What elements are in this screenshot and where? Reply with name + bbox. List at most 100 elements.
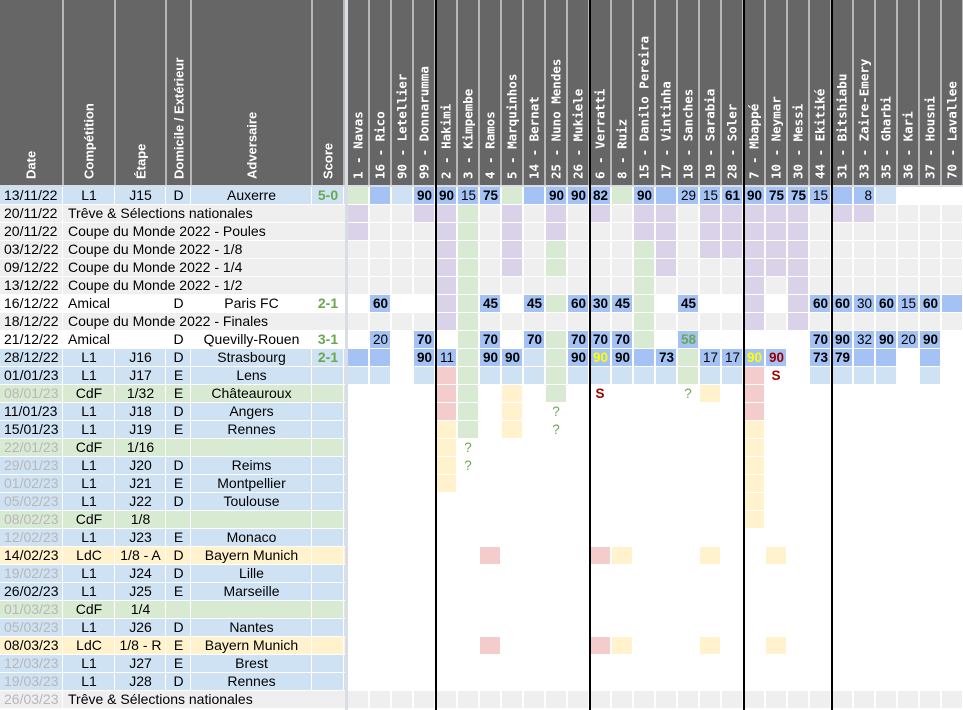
player-cell[interactable]: 79 <box>832 349 853 366</box>
player-cell[interactable] <box>678 403 699 420</box>
player-cell[interactable] <box>656 565 677 582</box>
player-cell[interactable] <box>634 295 655 312</box>
player-cell[interactable] <box>370 583 391 600</box>
player-cell[interactable] <box>920 583 941 600</box>
player-cell[interactable] <box>370 421 391 438</box>
player-cell[interactable] <box>546 619 567 636</box>
player-cell[interactable] <box>832 277 853 294</box>
player-cell[interactable] <box>876 673 897 690</box>
player-cell[interactable] <box>612 241 633 258</box>
player-cell[interactable]: 45 <box>524 295 545 312</box>
player-cell[interactable] <box>480 241 501 258</box>
player-cell[interactable] <box>788 529 809 546</box>
player-cell[interactable]: 70 <box>810 331 831 348</box>
player-cell[interactable] <box>348 313 369 330</box>
player-cell[interactable] <box>788 349 809 366</box>
player-cell[interactable] <box>656 655 677 672</box>
player-cell[interactable] <box>898 691 919 708</box>
player-cell[interactable]: ? <box>546 403 567 420</box>
player-cell[interactable] <box>458 313 479 330</box>
player-cell[interactable]: 60 <box>370 295 391 312</box>
player-cell[interactable] <box>722 565 743 582</box>
player-cell[interactable] <box>942 619 963 636</box>
column-header-player[interactable]: 30 - Messi <box>788 0 810 185</box>
player-cell[interactable] <box>612 475 633 492</box>
player-cell[interactable] <box>700 457 721 474</box>
player-cell[interactable] <box>744 331 765 348</box>
break-row[interactable]: 20/11/22 Trêve & Sélections nationales <box>0 205 963 223</box>
player-cell[interactable] <box>876 277 897 294</box>
player-cell[interactable] <box>744 241 765 258</box>
column-header-player[interactable]: 15 - Danilo Pereira <box>634 0 656 185</box>
player-cell[interactable] <box>634 583 655 600</box>
player-cell[interactable] <box>370 223 391 240</box>
player-cell[interactable] <box>854 655 875 672</box>
player-cell[interactable] <box>656 673 677 690</box>
player-cell[interactable] <box>700 565 721 582</box>
player-cell[interactable] <box>744 313 765 330</box>
player-cell[interactable] <box>414 601 435 618</box>
player-cell[interactable] <box>854 619 875 636</box>
player-cell[interactable] <box>700 277 721 294</box>
player-cell[interactable] <box>546 223 567 240</box>
player-cell[interactable] <box>656 403 677 420</box>
player-cell[interactable] <box>568 601 589 618</box>
player-cell[interactable] <box>524 349 545 366</box>
player-cell[interactable] <box>414 403 435 420</box>
player-cell[interactable] <box>392 547 413 564</box>
player-cell[interactable] <box>634 331 655 348</box>
player-cell[interactable] <box>392 331 413 348</box>
player-cell[interactable]: ? <box>458 439 479 456</box>
player-cell[interactable] <box>436 367 457 384</box>
player-cell[interactable] <box>502 241 523 258</box>
player-cell[interactable] <box>766 259 787 276</box>
player-cell[interactable] <box>898 241 919 258</box>
player-cell[interactable] <box>678 673 699 690</box>
player-cell[interactable] <box>414 691 435 708</box>
player-cell[interactable] <box>942 385 963 402</box>
player-cell[interactable] <box>590 205 611 222</box>
match-row[interactable]: 01/02/23 L1 J21 E Montpellier <box>0 475 963 493</box>
player-cell[interactable] <box>634 367 655 384</box>
player-cell[interactable] <box>392 637 413 654</box>
player-cell[interactable] <box>788 403 809 420</box>
player-cell[interactable] <box>458 601 479 618</box>
player-cell[interactable] <box>722 655 743 672</box>
player-cell[interactable] <box>480 493 501 510</box>
player-cell[interactable] <box>722 493 743 510</box>
player-cell[interactable] <box>612 205 633 222</box>
player-cell[interactable]: 20 <box>370 331 391 348</box>
player-cell[interactable] <box>392 385 413 402</box>
player-cell[interactable] <box>722 511 743 528</box>
match-row[interactable]: 19/03/23 L1 J28 D Rennes <box>0 673 963 691</box>
player-cell[interactable] <box>898 493 919 510</box>
player-cell[interactable] <box>876 475 897 492</box>
player-cell[interactable] <box>656 259 677 276</box>
player-cell[interactable] <box>766 601 787 618</box>
column-header-player[interactable]: 17 - Vintinha <box>656 0 678 185</box>
player-cell[interactable] <box>832 223 853 240</box>
player-cell[interactable] <box>876 565 897 582</box>
player-cell[interactable] <box>634 421 655 438</box>
player-cell[interactable] <box>744 367 765 384</box>
player-cell[interactable] <box>656 385 677 402</box>
player-cell[interactable] <box>832 403 853 420</box>
player-cell[interactable] <box>920 655 941 672</box>
player-cell[interactable] <box>370 475 391 492</box>
player-cell[interactable] <box>766 241 787 258</box>
player-cell[interactable] <box>546 277 567 294</box>
player-cell[interactable] <box>700 223 721 240</box>
player-cell[interactable] <box>392 673 413 690</box>
player-cell[interactable] <box>436 511 457 528</box>
player-cell[interactable] <box>568 547 589 564</box>
player-cell[interactable] <box>920 565 941 582</box>
player-cell[interactable] <box>876 457 897 474</box>
column-header-competition[interactable]: Compétition <box>64 0 116 185</box>
player-cell[interactable] <box>546 259 567 276</box>
player-cell[interactable] <box>392 313 413 330</box>
player-cell[interactable]: 60 <box>568 295 589 312</box>
player-cell[interactable] <box>370 439 391 456</box>
player-cell[interactable] <box>766 313 787 330</box>
player-cell[interactable] <box>348 655 369 672</box>
match-row[interactable]: 05/02/23 L1 J22 D Toulouse <box>0 493 963 511</box>
